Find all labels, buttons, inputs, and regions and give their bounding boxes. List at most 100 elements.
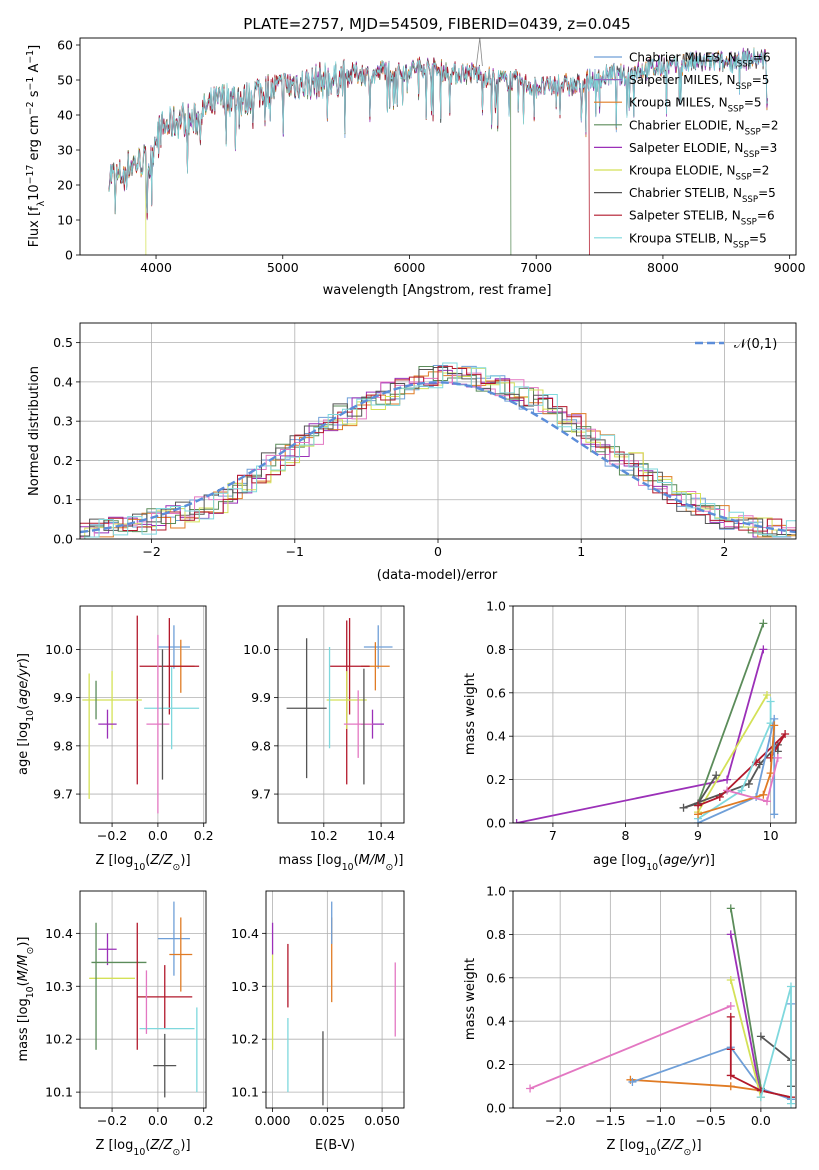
series-marker bbox=[726, 975, 735, 984]
x-axis-label: E(B-V) bbox=[315, 1138, 355, 1153]
series-marker bbox=[726, 1071, 735, 1080]
plot-content bbox=[271, 901, 396, 1106]
series-marker bbox=[766, 753, 775, 762]
legend-entry: Kroupa STELIB, NSSP=5 bbox=[629, 231, 767, 250]
plot-content bbox=[80, 362, 796, 539]
series-marker bbox=[786, 982, 795, 991]
x-tick-label: 7 bbox=[549, 828, 557, 843]
series-marker bbox=[762, 797, 771, 806]
y-tick-label: 10.1 bbox=[45, 1085, 73, 1100]
axes-frame bbox=[79, 37, 797, 256]
series-marker bbox=[526, 1084, 535, 1093]
series-marker bbox=[759, 619, 768, 628]
plot-area bbox=[80, 606, 206, 823]
x-tick-label: 7000 bbox=[520, 260, 552, 275]
y-tick-label: 1.0 bbox=[486, 884, 506, 899]
figure-title: PLATE=2757, MJD=54509, FIBERID=0439, z=0… bbox=[243, 15, 630, 33]
y-tick-label: 1.0 bbox=[486, 599, 506, 614]
axes-frame bbox=[277, 605, 405, 824]
histogram-step bbox=[80, 365, 796, 539]
x-tick-label: −0.2 bbox=[97, 828, 127, 843]
y-tick-label: 0.8 bbox=[486, 642, 506, 657]
series-marker bbox=[726, 930, 735, 939]
y-tick-label: 40 bbox=[57, 108, 73, 123]
series-marker bbox=[694, 801, 703, 810]
x-tick-label: 0.0 bbox=[751, 1113, 771, 1128]
weight-age-panel: 7 8 9 10 0.0 0.2 0.4 0.6 0.8 1.0 age [log10(age/yr… bbox=[463, 599, 797, 873]
legend-entry: Salpeter MILES, NSSP=5 bbox=[629, 73, 769, 92]
y-tick-label: 0.0 bbox=[53, 532, 73, 547]
y-axis-label: mass [log10(M/M⊙)] bbox=[16, 937, 36, 1062]
y-axis-label: age [log10(age/yr)] bbox=[16, 653, 36, 775]
x-tick-label: −1.5 bbox=[595, 1113, 625, 1128]
legend-entry: Salpeter ELODIE, NSSP=3 bbox=[629, 141, 777, 160]
legend-entry: Salpeter STELIB, NSSP=6 bbox=[629, 209, 775, 228]
series-marker bbox=[628, 1077, 637, 1086]
y-axis-label: Flux [fλ10−17 erg cm−2 s−1 A−1] bbox=[25, 45, 47, 247]
x-axis-label: age [log10(age/yr)] bbox=[593, 853, 715, 873]
y-tick-label: 9.9 bbox=[53, 690, 73, 705]
series-line bbox=[729, 979, 762, 1098]
series-line bbox=[729, 908, 762, 1089]
x-tick-label: −0.5 bbox=[696, 1113, 726, 1128]
normal-curve bbox=[80, 381, 796, 534]
series-marker bbox=[726, 1045, 735, 1054]
plot-content bbox=[89, 901, 198, 1098]
x-tick-label: 10.2 bbox=[310, 828, 338, 843]
series-line bbox=[697, 718, 776, 823]
series-marker bbox=[726, 1002, 735, 1011]
legend: Chabrier MILES, NSSP=6 Salpeter MILES, NS… bbox=[594, 51, 778, 250]
y-tick-label: 10.2 bbox=[45, 1032, 73, 1047]
y-tick-label: 0.0 bbox=[486, 816, 506, 831]
x-tick-label: 0.000 bbox=[255, 1113, 291, 1128]
x-tick-label: 9000 bbox=[774, 260, 806, 275]
mass-ebv-panel: 0.000 0.025 0.050 10.1 10.2 10.3 10.4 E(B-V) bbox=[231, 890, 405, 1153]
y-tick-label: 10.3 bbox=[45, 979, 73, 994]
y-tick-label: 10.4 bbox=[45, 926, 73, 941]
y-axis-label: Normed distribution bbox=[27, 366, 42, 496]
series-line bbox=[697, 725, 776, 816]
mass-z-panel: −0.2 0.0 0.2 10.1 10.2 10.3 10.4 Z [log10(Z/Z⊙)… bbox=[16, 890, 214, 1158]
x-axis-label: wavelength [Angstrom, rest frame] bbox=[323, 283, 552, 298]
x-tick-label: −2 bbox=[142, 544, 160, 559]
x-tick-label: −1.0 bbox=[645, 1113, 675, 1128]
y-tick-label: 9.8 bbox=[251, 738, 271, 753]
histogram-step bbox=[84, 362, 796, 539]
y-tick-label: 0.6 bbox=[486, 685, 506, 700]
axes-frame bbox=[265, 890, 405, 1109]
y-tick-label: 9.8 bbox=[53, 738, 73, 753]
series-marker bbox=[756, 1032, 765, 1041]
x-tick-label: −2.0 bbox=[545, 1113, 575, 1128]
y-tick-label: 10.1 bbox=[231, 1085, 259, 1100]
residual-panel: −2 −1 0 1 2 0.0 0.1 0.2 0.3 0.4 0.5 (data-model)/er… bbox=[27, 322, 797, 583]
y-tick-label: 0.2 bbox=[486, 1057, 506, 1072]
y-axis-label: mass weight bbox=[463, 673, 478, 755]
plot-area bbox=[80, 38, 796, 255]
series-line bbox=[697, 701, 772, 820]
y-tick-label: 0.5 bbox=[53, 335, 73, 350]
age-mass-panel: 10.2 10.4 9.7 9.8 9.9 10.0 mass [log10(M/M⊙)] bbox=[243, 605, 405, 873]
age-z-panel: −0.2 0.0 0.2 9.7 9.8 9.9 10.0 Z [log10(Z/Z⊙)] ag… bbox=[16, 605, 214, 873]
legend-entry: Chabrier STELIB, NSSP=5 bbox=[629, 186, 776, 205]
x-tick-label: 1 bbox=[577, 544, 585, 559]
x-tick-label: 5000 bbox=[267, 260, 299, 275]
legend-entry: 𝒩(0,1) bbox=[734, 337, 777, 352]
y-tick-label: 9.7 bbox=[251, 787, 271, 802]
series-marker bbox=[694, 810, 703, 819]
series-marker bbox=[715, 792, 724, 801]
y-tick-label: 30 bbox=[57, 143, 73, 158]
y-tick-label: 50 bbox=[57, 73, 73, 88]
series-marker bbox=[766, 697, 775, 706]
x-tick-label: −0.2 bbox=[97, 1113, 127, 1128]
series-marker bbox=[756, 1093, 765, 1102]
y-tick-label: 9.7 bbox=[53, 787, 73, 802]
plot-area bbox=[513, 606, 796, 823]
legend: 𝒩(0,1) bbox=[695, 337, 777, 352]
axes-frame bbox=[512, 605, 797, 824]
series-marker bbox=[723, 786, 732, 795]
x-tick-label: 8 bbox=[621, 828, 629, 843]
x-tick-label: 0.2 bbox=[194, 828, 214, 843]
weight-z-panel: −2.0 −1.5 −1.0 −0.5 0.0 0.0 0.2 0.4 0.6 0.8 1.0 Z [… bbox=[463, 884, 797, 1158]
plot-content bbox=[513, 619, 790, 823]
y-tick-label: 0.8 bbox=[486, 927, 506, 942]
